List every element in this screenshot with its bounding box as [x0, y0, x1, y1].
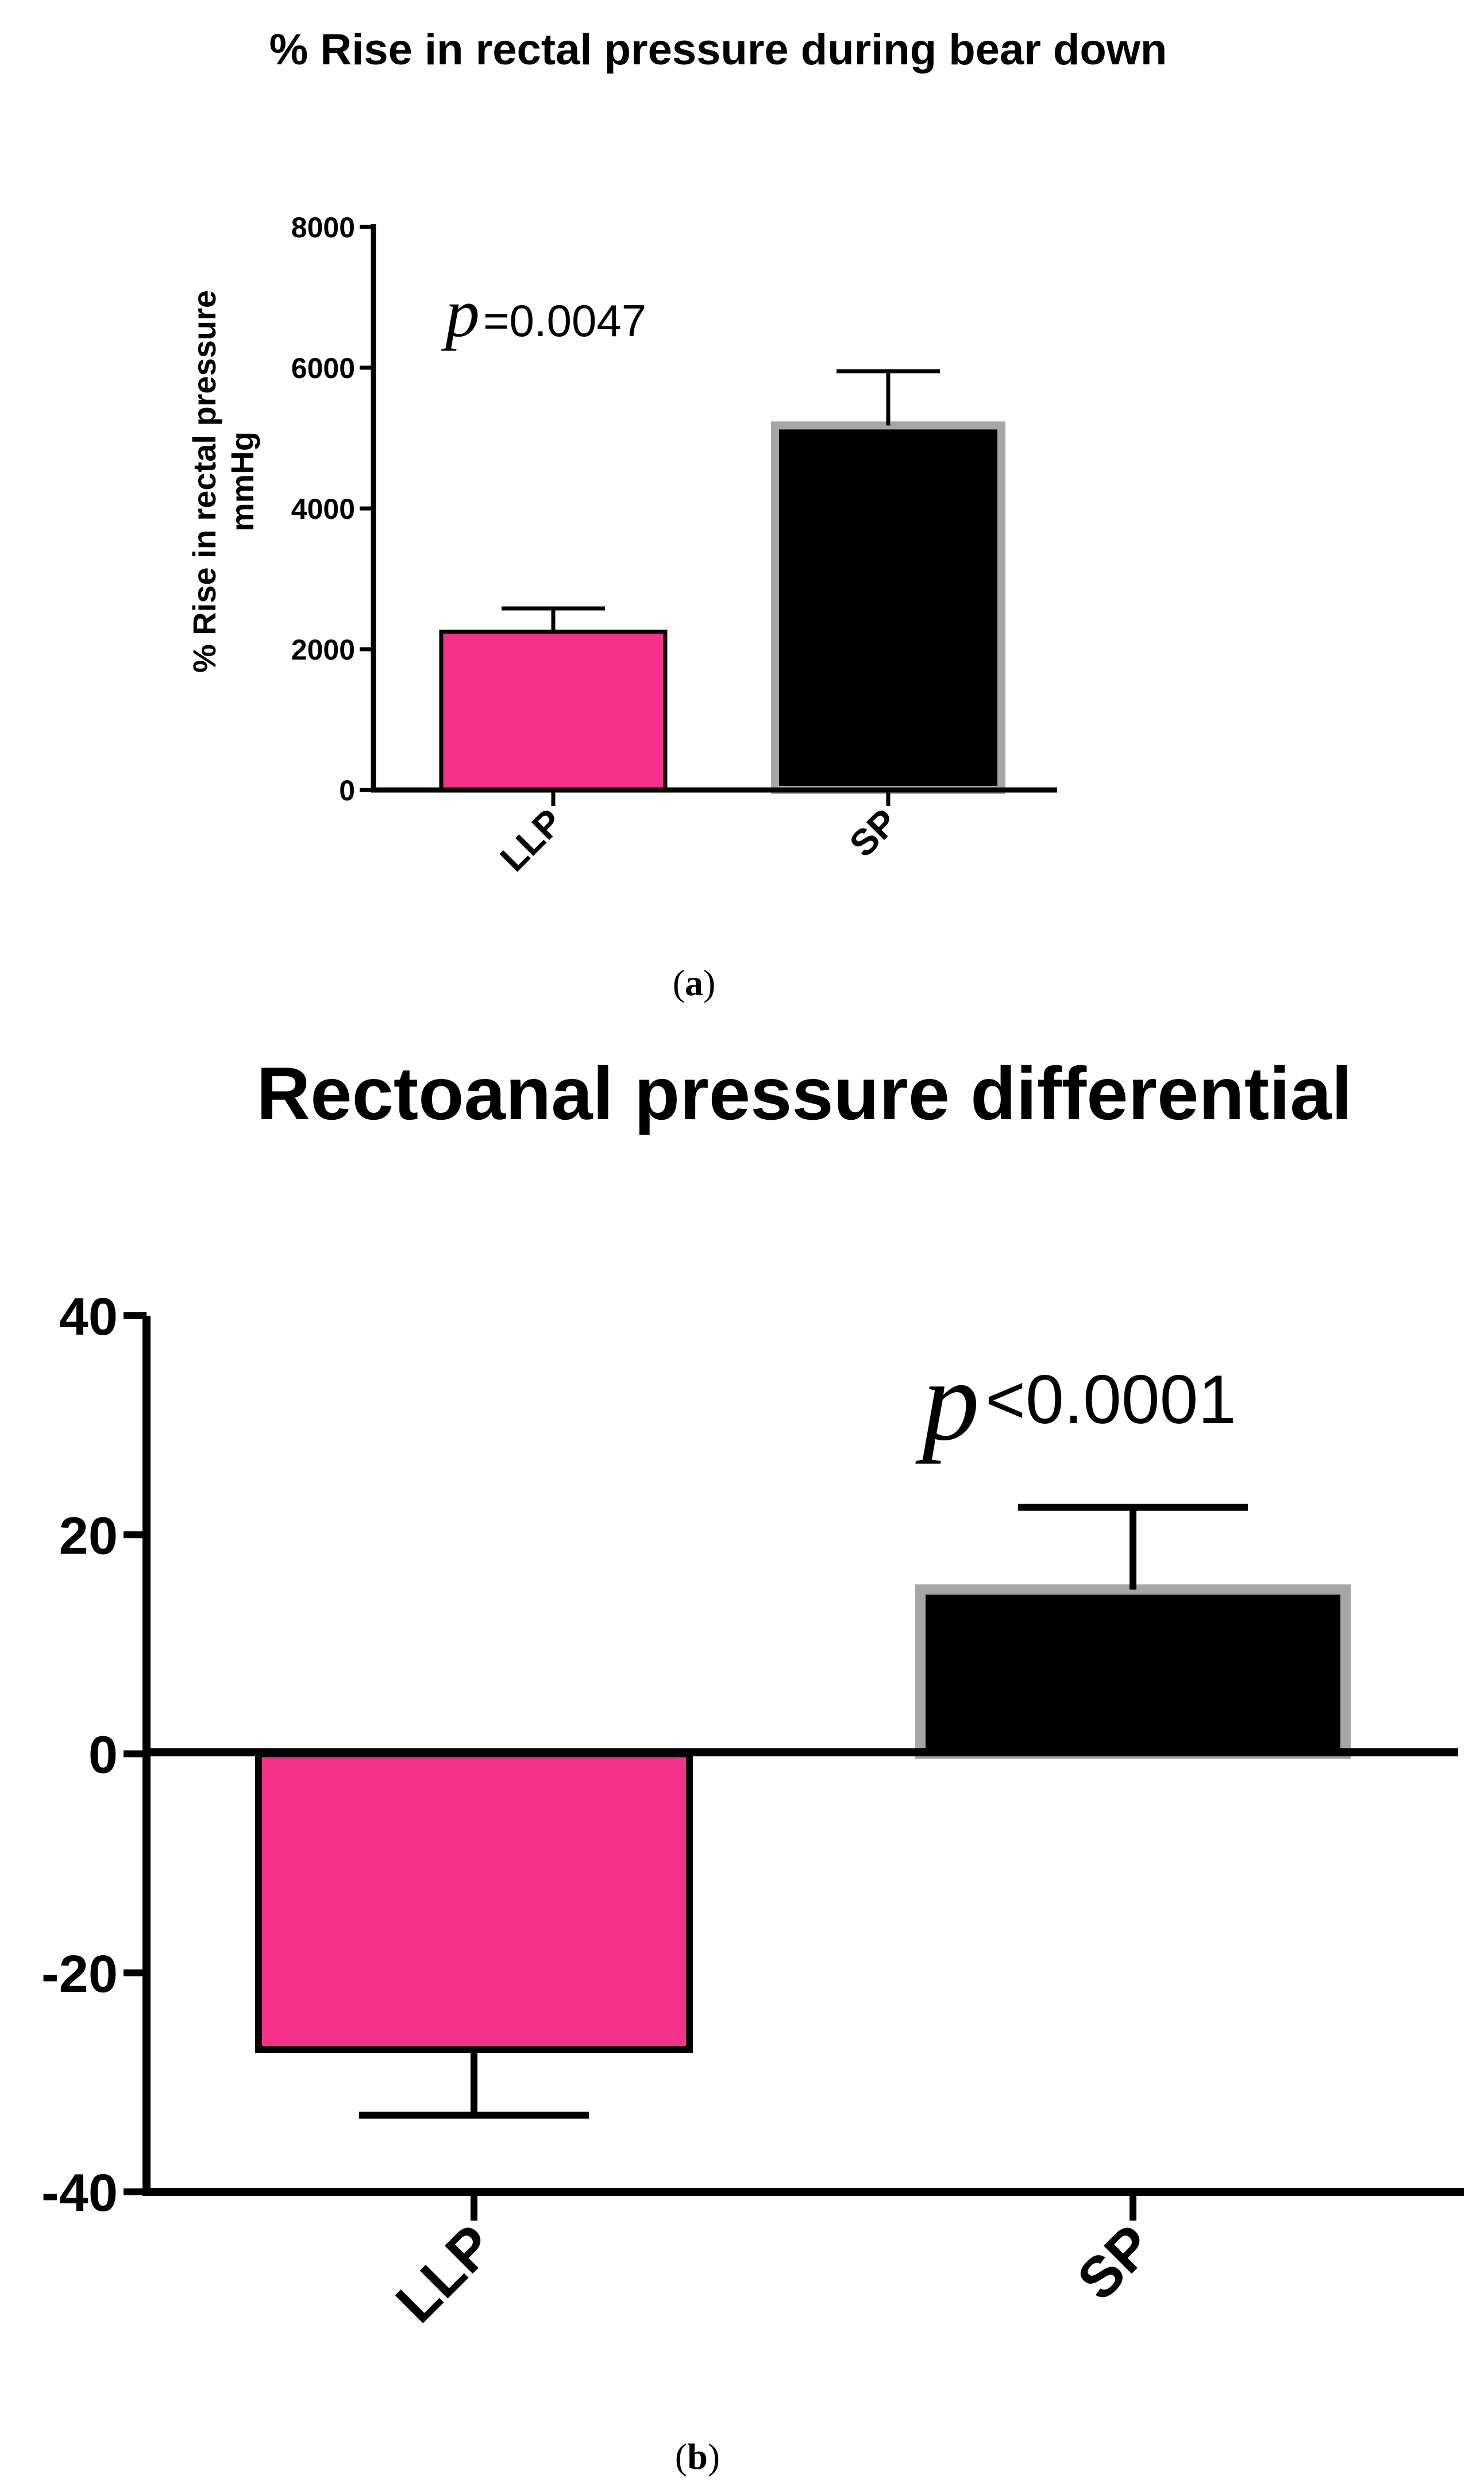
chart-b-y-tick-label: -20: [41, 1945, 118, 2003]
chart-b-caption: (b): [675, 2436, 720, 2477]
chart-a: % Rise in rectal pressure during bear do…: [186, 25, 1167, 1003]
chart-b-bars: [255, 1584, 1351, 2053]
chart-b-p-symbol: p: [915, 1338, 980, 1464]
chart-b-title: Rectoanal pressure differential: [256, 1051, 1352, 1135]
chart-b-error-bars: [359, 1504, 1248, 2119]
chart-b-category-label-llp: LLP: [384, 2213, 506, 2335]
chart-b-y-tick-label: -40: [41, 2164, 118, 2222]
chart-b-category-labels: LLP SP: [384, 2192, 1165, 2335]
chart-b-y-tick-label: 40: [59, 1288, 118, 1346]
chart-a-p-value: =0.0047: [483, 295, 646, 346]
chart-a-category-label-llp: LLP: [492, 801, 571, 879]
svg-text:p<0.0001: p<0.0001: [915, 1338, 1236, 1464]
chart-b-y-ticks: -40 -20 0 20 40: [41, 1288, 147, 2222]
chart-a-category-labels: LLP SP: [492, 790, 905, 879]
chart-b-p-value: <0.0001: [985, 1361, 1236, 1438]
chart-a-title: % Rise in rectal pressure during bear do…: [269, 25, 1167, 74]
chart-b: Rectoanal pressure differential -40 -20 0 2…: [41, 1051, 1464, 2477]
chart-a-bar-sp: [771, 421, 1005, 794]
chart-a-y-tick-label: 6000: [291, 352, 355, 384]
chart-a-caption: (a): [673, 962, 716, 1003]
chart-a-p-symbol: p: [441, 275, 480, 351]
chart-a-error-bars: [502, 369, 940, 632]
chart-a-ylabel-line1: % Rise in rectal pressure: [186, 290, 222, 673]
chart-a-y-tick-label: 0: [339, 774, 355, 807]
chart-b-y-tick-label: 0: [88, 1726, 118, 1785]
chart-a-ylabel-line2: mmHg: [224, 431, 260, 531]
chart-a-y-ticks: 0 2000 4000 6000 8000: [291, 211, 373, 807]
chart-b-category-label-sp: SP: [1065, 2213, 1165, 2313]
chart-b-y-tick-label: 20: [59, 1506, 118, 1565]
chart-a-ylabel: % Rise in rectal pressure mmHg: [186, 290, 260, 673]
svg-text:p=0.0047: p=0.0047: [441, 275, 646, 351]
chart-b-bar-llp: [255, 1750, 693, 2053]
chart-a-p-annotation: p=0.0047: [441, 275, 646, 351]
chart-a-category-label-sp: SP: [842, 801, 905, 865]
chart-a-y-tick-label: 4000: [291, 493, 355, 525]
chart-b-bar-sp: [915, 1584, 1351, 1759]
chart-b-p-annotation: p<0.0001: [915, 1338, 1236, 1464]
chart-a-y-tick-label: 2000: [291, 634, 355, 666]
chart-a-bar-llp: [439, 629, 668, 792]
chart-a-y-tick-label: 8000: [291, 211, 355, 244]
